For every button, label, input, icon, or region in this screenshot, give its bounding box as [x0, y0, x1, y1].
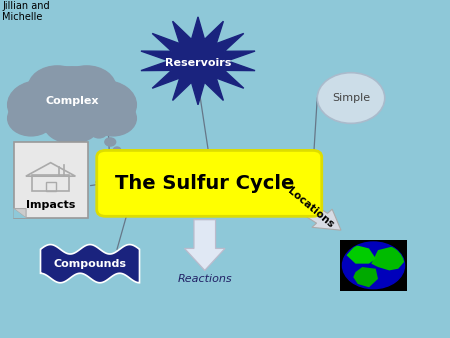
Polygon shape	[40, 245, 140, 283]
Polygon shape	[184, 220, 225, 270]
Polygon shape	[371, 247, 404, 270]
FancyBboxPatch shape	[14, 142, 88, 218]
Polygon shape	[353, 267, 378, 287]
Text: Impacts: Impacts	[26, 199, 75, 210]
Circle shape	[317, 73, 385, 123]
Text: Locations: Locations	[286, 186, 335, 230]
Circle shape	[8, 81, 72, 129]
Text: The Sulfur Cycle: The Sulfur Cycle	[115, 174, 294, 193]
FancyBboxPatch shape	[97, 150, 322, 216]
Circle shape	[43, 99, 101, 143]
Circle shape	[72, 81, 136, 129]
Text: Jillian and
Michelle: Jillian and Michelle	[2, 1, 50, 22]
Text: Simple: Simple	[332, 93, 370, 103]
Circle shape	[28, 67, 116, 133]
Circle shape	[90, 101, 136, 136]
Circle shape	[28, 66, 86, 110]
Circle shape	[113, 147, 121, 152]
Text: Reservoirs: Reservoirs	[165, 57, 231, 68]
Circle shape	[105, 138, 116, 146]
Circle shape	[91, 126, 107, 138]
Text: Complex: Complex	[45, 96, 99, 106]
Polygon shape	[14, 209, 26, 218]
Circle shape	[8, 101, 54, 136]
Text: Compounds: Compounds	[54, 259, 126, 269]
Polygon shape	[346, 245, 376, 264]
Polygon shape	[14, 209, 26, 218]
Polygon shape	[141, 17, 255, 105]
Circle shape	[342, 242, 405, 289]
Polygon shape	[275, 189, 341, 230]
Text: Reactions: Reactions	[177, 274, 232, 284]
Circle shape	[58, 66, 116, 110]
FancyBboxPatch shape	[340, 240, 407, 291]
